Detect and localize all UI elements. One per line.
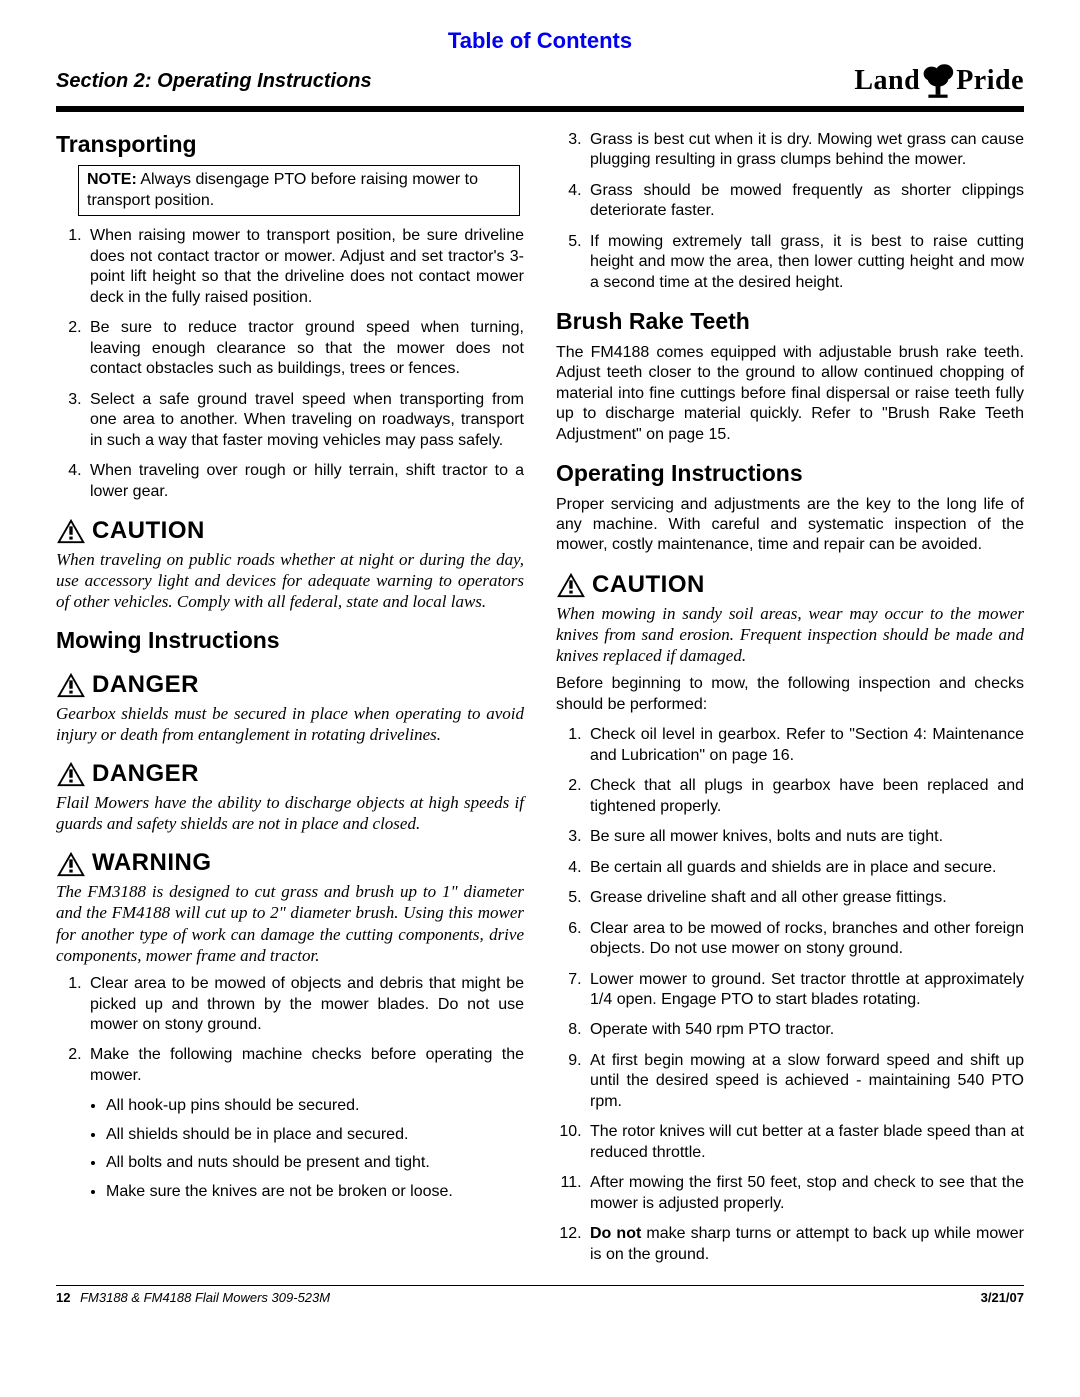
caution-alert: CAUTION	[556, 570, 1024, 601]
caution-alert: CAUTION	[56, 516, 524, 547]
list-item: When raising mower to transport position…	[86, 226, 524, 308]
alert-label: CAUTION	[592, 570, 705, 601]
list-item: Do not make sharp turns or attempt to ba…	[586, 1224, 1024, 1265]
brush-text: The FM4188 comes equipped with adjustabl…	[556, 343, 1024, 445]
mowing-bullets: All hook-up pins should be secured. All …	[56, 1096, 524, 1202]
alert-label: CAUTION	[92, 516, 205, 547]
brand-logo: Land Pride	[854, 62, 1024, 100]
alert-label: DANGER	[92, 670, 199, 701]
alert-text: Flail Mowers have the ability to dischar…	[56, 792, 524, 835]
transporting-list: When raising mower to transport position…	[56, 226, 524, 502]
warning-icon	[56, 518, 86, 544]
alert-text: When mowing in sandy soil areas, wear ma…	[556, 603, 1024, 667]
operating-pre: Before beginning to mow, the following i…	[556, 674, 1024, 715]
list-item: Operate with 540 rpm PTO tractor.	[586, 1020, 1024, 1040]
list-item: Be sure all mower knives, bolts and nuts…	[586, 827, 1024, 847]
header-rule	[56, 106, 1024, 112]
footer-date: 3/21/07	[981, 1290, 1024, 1305]
list-item: Grease driveline shaft and all other gre…	[586, 888, 1024, 908]
item12-rest: make sharp turns or attempt to back up w…	[590, 1225, 1024, 1262]
brush-heading: Brush Rake Teeth	[556, 307, 1024, 336]
list-item: If mowing extremely tall grass, it is be…	[586, 232, 1024, 293]
page-number: 12	[56, 1290, 70, 1305]
note-text: Always disengage PTO before raising mowe…	[87, 171, 478, 208]
list-item: Clear area to be mowed of objects and de…	[86, 974, 524, 1035]
list-item: Grass is best cut when it is dry. Mowing…	[586, 130, 1024, 171]
danger-alert: DANGER	[56, 670, 524, 701]
list-item: Clear area to be mowed of rocks, branche…	[586, 919, 1024, 960]
list-item: All shields should be in place and secur…	[106, 1125, 524, 1145]
list-item: After mowing the first 50 feet, stop and…	[586, 1173, 1024, 1214]
list-item: Be certain all guards and shields are in…	[586, 858, 1024, 878]
operating-heading: Operating Instructions	[556, 459, 1024, 488]
transporting-heading: Transporting	[56, 130, 524, 159]
page-footer: 12 FM3188 & FM4188 Flail Mowers 309-523M…	[56, 1286, 1024, 1305]
note-box: NOTE: Always disengage PTO before raisin…	[78, 165, 520, 216]
list-item: Be sure to reduce tractor ground speed w…	[86, 318, 524, 379]
operating-list: Check oil level in gearbox. Refer to "Se…	[556, 725, 1024, 1265]
list-item: The rotor knives will cut better at a fa…	[586, 1122, 1024, 1163]
section-title: Section 2: Operating Instructions	[56, 70, 372, 93]
tree-icon	[922, 62, 954, 100]
mowing-list-cont: Grass is best cut when it is dry. Mowing…	[556, 130, 1024, 293]
warning-icon	[56, 761, 86, 787]
list-item: When traveling over rough or hilly terra…	[86, 461, 524, 502]
logo-text-left: Land	[854, 65, 920, 97]
list-item: Make sure the knives are not be broken o…	[106, 1182, 524, 1202]
alert-label: DANGER	[92, 759, 199, 790]
warning-icon	[556, 572, 586, 598]
footer-doc: FM3188 & FM4188 Flail Mowers 309-523M	[80, 1290, 330, 1305]
list-item: Check that all plugs in gearbox have bee…	[586, 776, 1024, 817]
mowing-list: Clear area to be mowed of objects and de…	[56, 974, 524, 1086]
warning-icon	[56, 672, 86, 698]
warning-icon	[56, 851, 86, 877]
danger-alert: DANGER	[56, 759, 524, 790]
mowing-heading: Mowing Instructions	[56, 626, 524, 655]
alert-text: Gearbox shields must be secured in place…	[56, 703, 524, 746]
list-item: At first begin mowing at a slow forward …	[586, 1051, 1024, 1112]
note-label: NOTE:	[87, 171, 137, 188]
list-item: All bolts and nuts should be present and…	[106, 1153, 524, 1173]
operating-intro: Proper servicing and adjustments are the…	[556, 495, 1024, 556]
list-item: All hook-up pins should be secured.	[106, 1096, 524, 1116]
list-item: Select a safe ground travel speed when t…	[86, 390, 524, 451]
logo-text-right: Pride	[956, 65, 1024, 97]
alert-label: WARNING	[92, 848, 212, 879]
warning-alert: WARNING	[56, 848, 524, 879]
do-not-bold: Do not	[590, 1225, 641, 1242]
list-item: Lower mower to ground. Set tractor throt…	[586, 970, 1024, 1011]
alert-text: The FM3188 is designed to cut grass and …	[56, 881, 524, 966]
toc-link[interactable]: Table of Contents	[56, 28, 1024, 54]
page-header: Section 2: Operating Instructions Land P…	[56, 62, 1024, 100]
alert-text: When traveling on public roads whether a…	[56, 549, 524, 613]
list-item: Grass should be mowed frequently as shor…	[586, 181, 1024, 222]
list-item: Check oil level in gearbox. Refer to "Se…	[586, 725, 1024, 766]
list-item: Make the following machine checks before…	[86, 1045, 524, 1086]
